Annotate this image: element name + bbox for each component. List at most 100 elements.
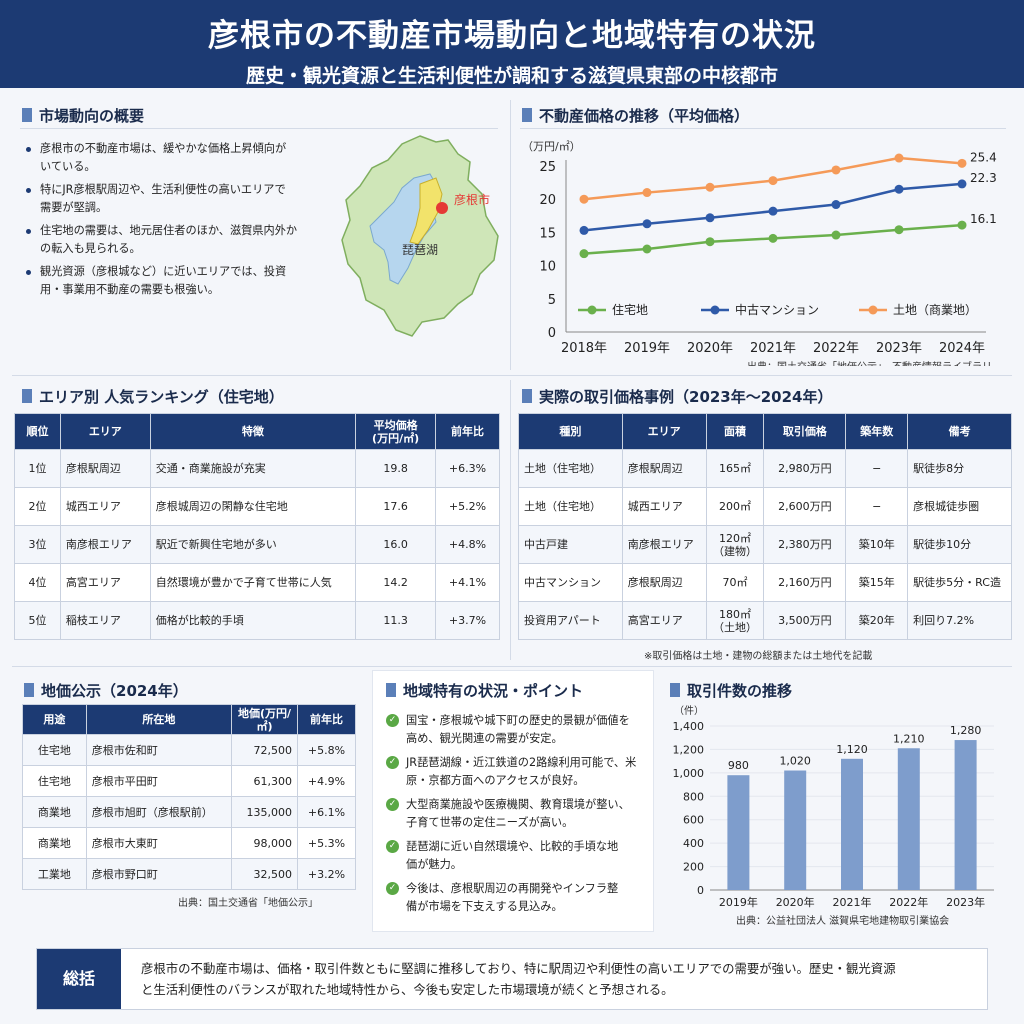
regional-point: ✓ 今後は、彦根駅周辺の再開発やインフラ整 備が市場を下支えする見込み。 <box>386 880 648 916</box>
legend-label: 中古マンション <box>735 302 819 317</box>
regional-point: ✓ 琵琶湖に近い自然環境や、比較的手頃な地 価が魅力。 <box>386 838 648 874</box>
overview-bullet: 特にJR彦根駅周辺や、生活利便性の高いエリアで 需要が堅調。 <box>24 181 324 217</box>
table-header-row: 用途 所在地 地価(万円/㎡) 前年比 <box>22 704 356 735</box>
column-header: 所在地 <box>85 704 233 735</box>
map-city-label: 彦根市 <box>454 192 490 207</box>
x-tick-label: 2022年 <box>889 895 928 909</box>
check-icon: ✓ <box>386 882 399 895</box>
price-cell: 2,980万円 <box>763 449 847 488</box>
price-cell: 16.0 <box>355 525 437 564</box>
overview-title: 市場動向の概要 <box>22 105 144 126</box>
legend-marker <box>868 305 878 315</box>
section-marker-icon <box>386 683 396 697</box>
location-cell: 彦根市野口町 <box>85 858 233 890</box>
section-marker-icon <box>24 683 34 697</box>
ranking-title: エリア別 人気ランキング（住宅地） <box>22 386 284 407</box>
column-header: 地価(万円/㎡) <box>231 704 299 735</box>
section-marker-icon <box>522 389 532 403</box>
x-tick-label: 2020年 <box>687 341 733 356</box>
note-cell: 駅徒歩10分 <box>907 525 1012 564</box>
y-tick-label: 600 <box>683 814 704 827</box>
y-axis-unit: （万円/㎡） <box>522 140 581 153</box>
age-cell: 築10年 <box>845 525 909 564</box>
transactions-footnote: ※取引価格は土地・建物の総額または土地代を記載 <box>644 651 873 662</box>
column-header: 順位 <box>14 413 61 450</box>
location-cell: 彦根市佐和町 <box>85 734 233 766</box>
bullet-dot-icon <box>26 270 31 275</box>
column-header: 特徴 <box>149 413 357 450</box>
table-row: 商業地 彦根市旭町（彦根駅前） 135,000 +6.1% <box>22 796 356 828</box>
area-cell: 城西エリア <box>621 487 707 526</box>
note-cell: 利回り7.2% <box>907 601 1012 640</box>
y-tick-label: 1,200 <box>673 743 705 756</box>
data-point <box>768 206 778 216</box>
overview-bullet: 観光資源（彦根城など）に近いエリアでは、投資 用・事業用不動産の需要も根強い。 <box>24 263 324 299</box>
feature-cell: 交通・商業施設が充実 <box>149 449 357 488</box>
data-point <box>831 230 841 240</box>
price-cell: 2,380万円 <box>763 525 847 564</box>
note-cell: 彦根城徒歩圏 <box>907 487 1012 526</box>
table-row: 投資用アパート 高宮エリア 180㎡ （土地） 3,500万円 築20年 利回り7… <box>518 601 1012 640</box>
data-point <box>894 225 904 235</box>
column-header: 種別 <box>518 413 623 450</box>
page-subtitle: 歴史・観光資源と生活利便性が調和する滋賀県東部の中核都市 <box>245 65 778 87</box>
data-point <box>642 219 652 229</box>
price-trend-chart: （万円/㎡） 0 5 10 15 20 25 2018年 2019年 2020年 2021年 2022… <box>522 140 997 366</box>
use-cell: 住宅地 <box>22 734 87 766</box>
rank-cell: 3位 <box>14 525 61 564</box>
table-row: 工業地 彦根市野口町 32,500 +3.2% <box>22 858 356 890</box>
area-cell: 稲枝エリア <box>59 601 151 640</box>
y-tick-label: 1,000 <box>673 767 705 780</box>
area-cell: 彦根駅周辺 <box>621 563 707 602</box>
table-row: 中古戸建 南彦根エリア 120㎡ （建物） 2,380万円 築10年 駅徒歩10分 <box>518 525 1012 564</box>
use-cell: 商業地 <box>22 796 87 828</box>
bar-value-label: 1,280 <box>950 724 982 737</box>
feature-cell: 自然環境が豊かで子育て世帯に人気 <box>149 563 357 602</box>
price-cell: 14.2 <box>355 563 437 602</box>
table-row: 土地（住宅地） 城西エリア 200㎡ 2,600万円 − 彦根城徒歩圏 <box>518 487 1012 526</box>
price-trend-title: 不動産価格の推移（平均価格） <box>522 105 749 126</box>
transactions-count-source: 出典：公益社団法人 滋賀県宅地建物取引業協会 <box>736 916 950 927</box>
bar <box>954 740 977 890</box>
price-cell: 135,000 <box>231 796 299 828</box>
location-cell: 彦根市旭町（彦根駅前） <box>85 796 233 828</box>
column-header: 前年比 <box>435 413 500 450</box>
data-point <box>831 200 841 210</box>
area-cell: 城西エリア <box>59 487 151 526</box>
data-point <box>705 213 715 223</box>
area-cell: 高宮エリア <box>621 601 707 640</box>
type-cell: 土地（住宅地） <box>518 449 623 488</box>
section-marker-icon <box>670 683 680 697</box>
note-cell: 駅徒歩8分 <box>907 449 1012 488</box>
x-tick-label: 2019年 <box>719 895 758 909</box>
yoy-cell: +6.3% <box>435 449 500 488</box>
yoy-cell: +5.2% <box>435 487 500 526</box>
table-header-row: 種別 エリア 面積 取引価格 築年数 備考 <box>518 413 1012 450</box>
feature-cell: 駅近で新興住宅地が多い <box>149 525 357 564</box>
legend-label: 土地（商業地） <box>893 302 977 317</box>
rank-cell: 1位 <box>14 449 61 488</box>
bar-value-label: 1,020 <box>779 755 811 768</box>
middle-divider <box>12 375 1012 376</box>
regional-points: ✓ 国宝・彦根城や城下町の歴史的景観が価値を 高め、観光関連の需要が安定。 ✓ JR琵… <box>386 712 648 922</box>
x-tick-label: 2019年 <box>624 341 670 356</box>
overview-bullet: 住宅地の需要は、地元居住者のほか、滋賀県内外か の転入も見られる。 <box>24 222 324 258</box>
bar <box>897 748 920 890</box>
y-axis-unit: （件） <box>674 705 704 717</box>
y-tick-label: 15 <box>539 226 556 241</box>
y-tick-label: 200 <box>683 861 704 874</box>
overview-divider <box>20 128 498 129</box>
legend-marker <box>710 305 720 315</box>
bar-value-label: 1,210 <box>893 732 925 745</box>
map-lake-label: 琵琶湖 <box>402 242 438 257</box>
data-point <box>579 194 589 204</box>
data-point <box>894 153 904 163</box>
price-cell: 72,500 <box>231 734 299 766</box>
type-cell: 投資用アパート <box>518 601 623 640</box>
price-cell: 17.6 <box>355 487 437 526</box>
type-cell: 中古戸建 <box>518 525 623 564</box>
data-point <box>957 158 967 168</box>
summary-label: 総括 <box>37 949 121 1009</box>
yoy-cell: +5.8% <box>297 734 356 766</box>
data-point <box>768 176 778 186</box>
